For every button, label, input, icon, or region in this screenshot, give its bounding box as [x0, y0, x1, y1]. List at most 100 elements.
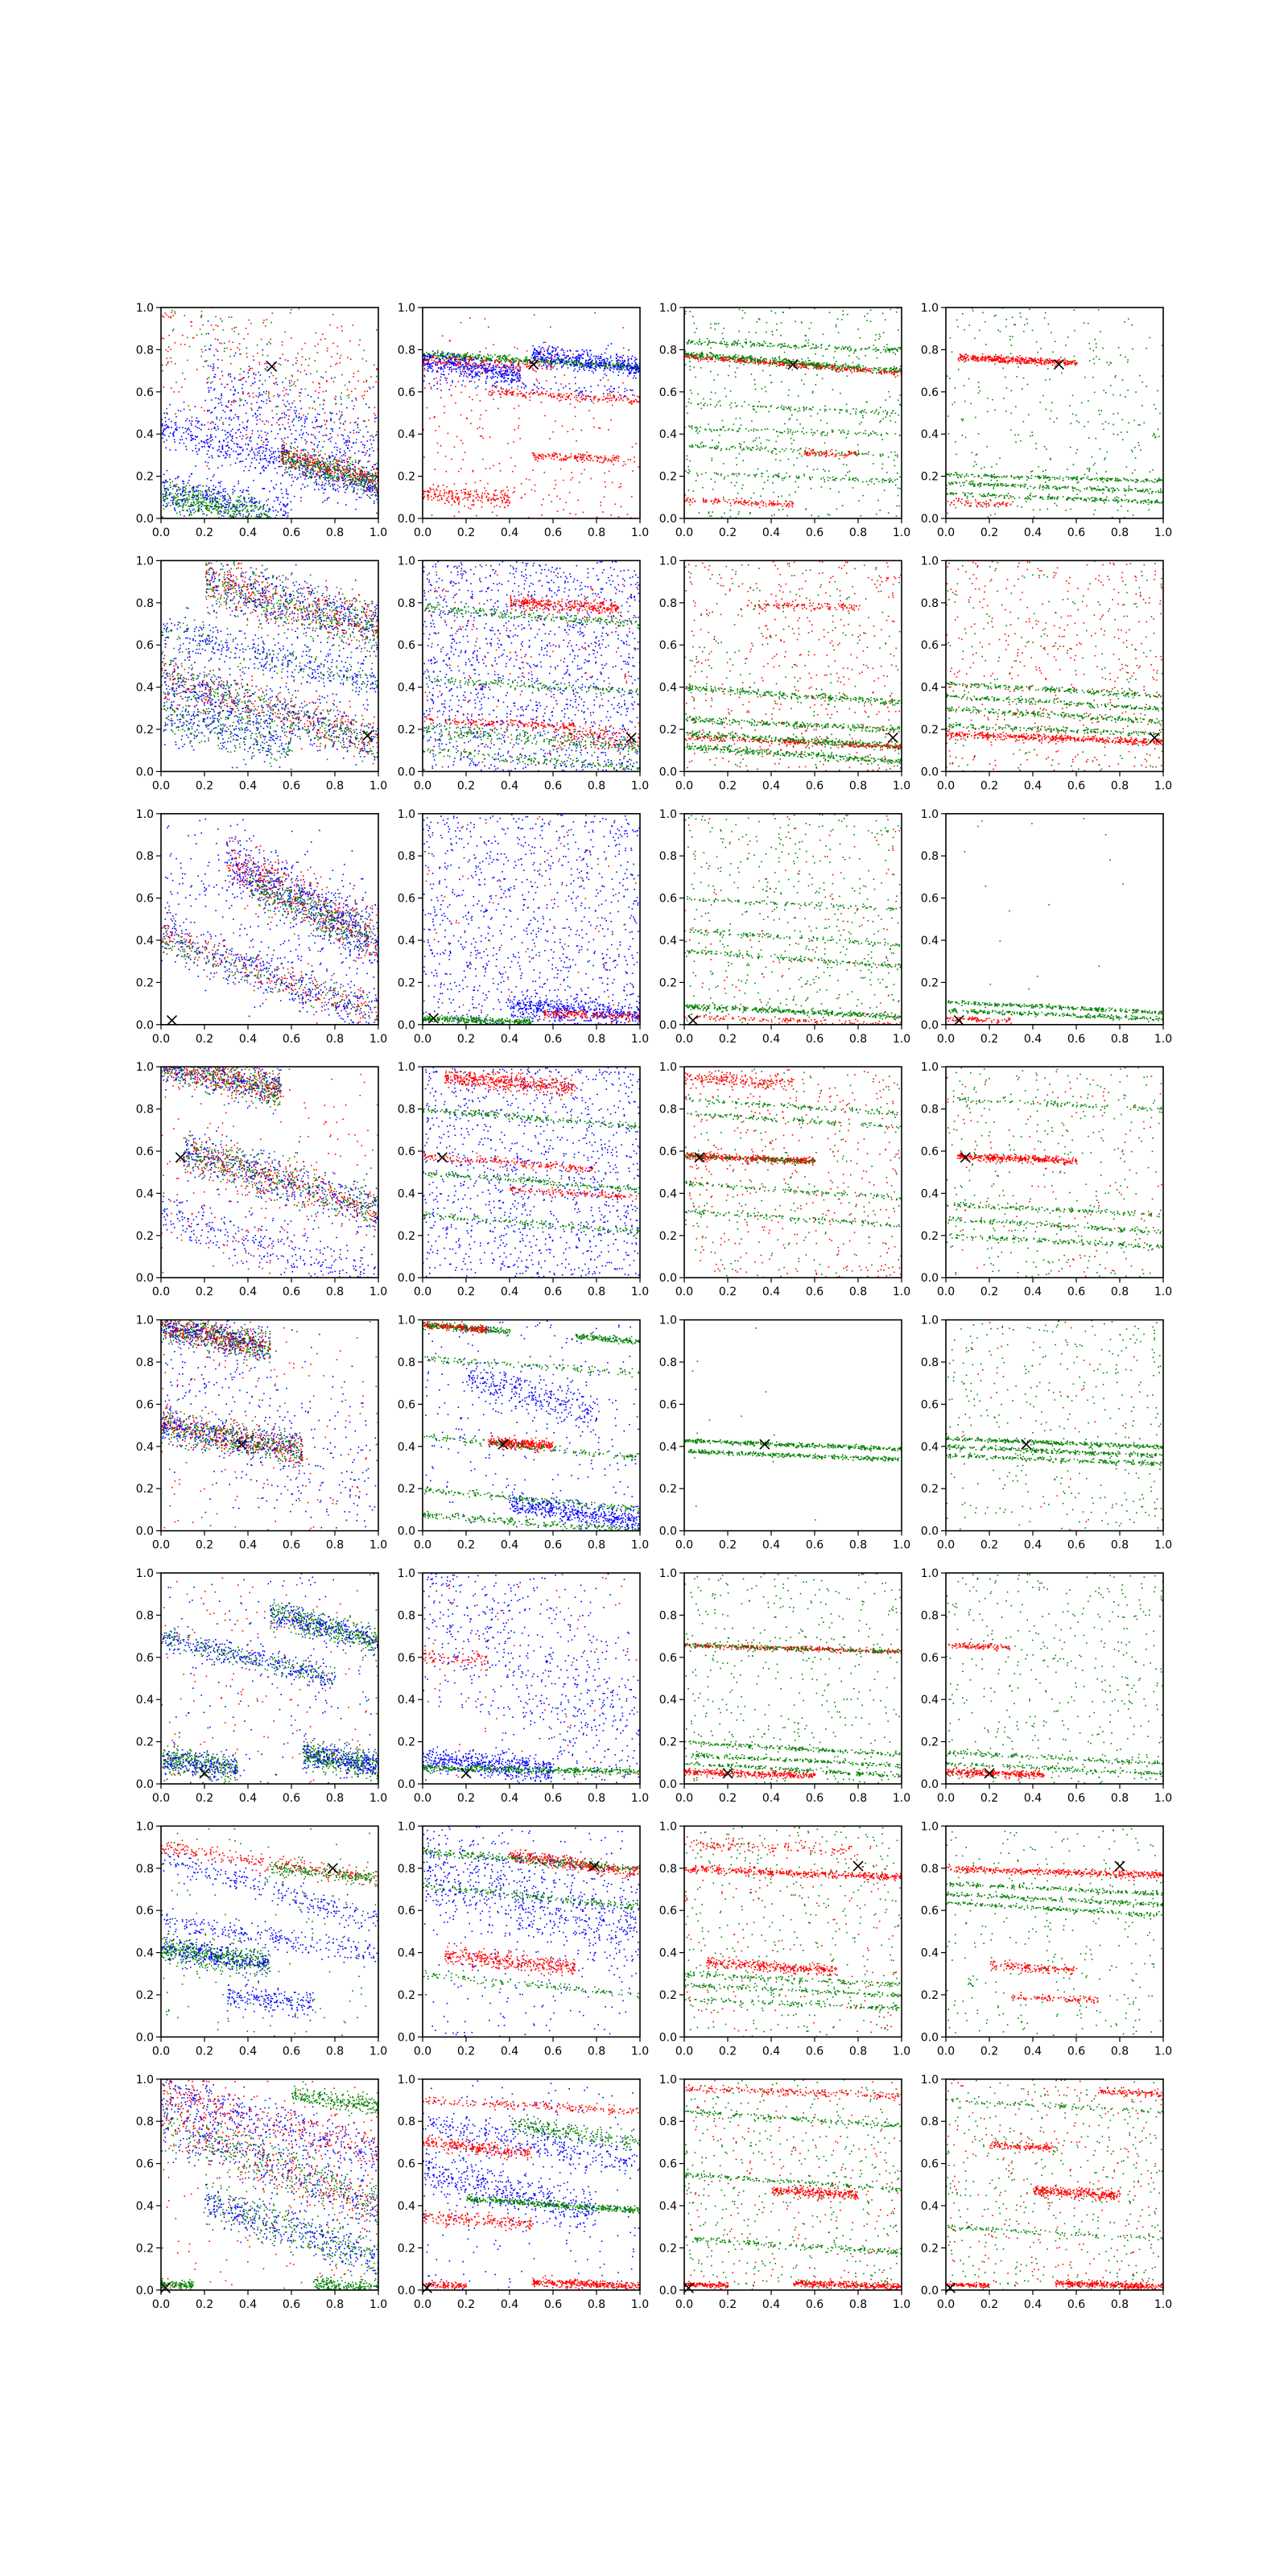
point-green [240, 368, 242, 369]
point-blue [274, 488, 275, 489]
point-red [589, 460, 591, 462]
point-blue [438, 367, 440, 369]
point-blue [226, 502, 228, 503]
point-blue [336, 481, 338, 482]
point-green [330, 475, 332, 477]
point-red [459, 359, 460, 361]
point-blue [242, 514, 244, 516]
point-blue [295, 439, 296, 440]
point-red [304, 370, 306, 372]
point-blue [545, 362, 547, 364]
point-blue [279, 461, 280, 463]
point-green [370, 485, 372, 486]
point-blue [336, 476, 338, 477]
point-blue [232, 489, 233, 490]
point-red [545, 455, 547, 456]
point-blue [230, 376, 232, 378]
point-blue [602, 359, 604, 361]
point-blue [200, 429, 202, 431]
point-red [220, 318, 221, 320]
point-blue [163, 500, 165, 502]
point-red [175, 313, 176, 315]
point-blue [297, 447, 299, 448]
point-blue [263, 442, 265, 444]
point-blue [183, 432, 184, 434]
point-green [171, 493, 173, 494]
point-blue [502, 374, 503, 375]
point-red [288, 453, 290, 455]
point-red [239, 349, 241, 351]
point-red [181, 386, 183, 388]
point-green [225, 509, 226, 510]
point-green [198, 502, 200, 504]
point-red [295, 454, 296, 456]
point-red [334, 465, 336, 467]
point-red [603, 396, 605, 398]
point-blue [553, 350, 555, 352]
point-red [481, 362, 483, 364]
point-red [560, 394, 562, 395]
point-blue [218, 482, 220, 484]
point-blue [427, 364, 428, 365]
point-red [364, 471, 365, 473]
point-blue [221, 452, 223, 453]
point-red [610, 460, 612, 462]
point-blue [354, 452, 356, 454]
point-blue [440, 377, 442, 378]
point-green [276, 414, 278, 415]
point-green [175, 497, 177, 498]
point-red [512, 367, 514, 369]
point-blue [258, 372, 260, 374]
point-red [266, 363, 268, 365]
point-blue [215, 497, 217, 499]
point-blue [312, 427, 314, 428]
point-red [513, 394, 514, 396]
point-blue [213, 364, 214, 365]
point-green [305, 469, 307, 471]
point-green [262, 519, 263, 521]
point-red [333, 473, 335, 474]
point-blue [441, 353, 443, 355]
point-green [216, 509, 217, 510]
point-blue [270, 481, 272, 482]
point-blue [255, 414, 257, 415]
point-blue [163, 474, 165, 476]
point-red [576, 395, 577, 397]
point-blue [586, 349, 588, 351]
point-red [374, 464, 375, 466]
point-green [257, 345, 258, 346]
point-red [605, 456, 606, 457]
point-red [329, 324, 331, 326]
point-green [202, 514, 204, 515]
point-red [282, 454, 283, 456]
point-blue [273, 463, 275, 464]
point-red [332, 343, 334, 345]
point-red [232, 328, 233, 330]
point-blue [578, 361, 580, 363]
point-blue [169, 479, 171, 481]
point-green [237, 497, 239, 498]
point-red [316, 473, 318, 475]
point-blue [266, 344, 268, 345]
point-green [348, 476, 349, 477]
point-green [592, 365, 593, 366]
point-blue [206, 514, 208, 516]
point-green [259, 508, 261, 510]
point-red [522, 394, 524, 396]
point-blue [239, 447, 241, 448]
point-blue [299, 469, 300, 471]
point-red [547, 369, 548, 370]
point-blue [275, 382, 277, 383]
point-blue [252, 458, 254, 460]
point-blue [231, 448, 233, 450]
point-blue [233, 418, 235, 419]
point-green [376, 463, 378, 464]
point-blue [225, 457, 227, 459]
point-blue [627, 356, 629, 357]
point-blue [600, 362, 601, 364]
point-red [253, 397, 254, 398]
point-blue [242, 449, 244, 451]
point-green [326, 480, 328, 481]
point-red [282, 345, 283, 346]
point-blue [184, 443, 185, 444]
